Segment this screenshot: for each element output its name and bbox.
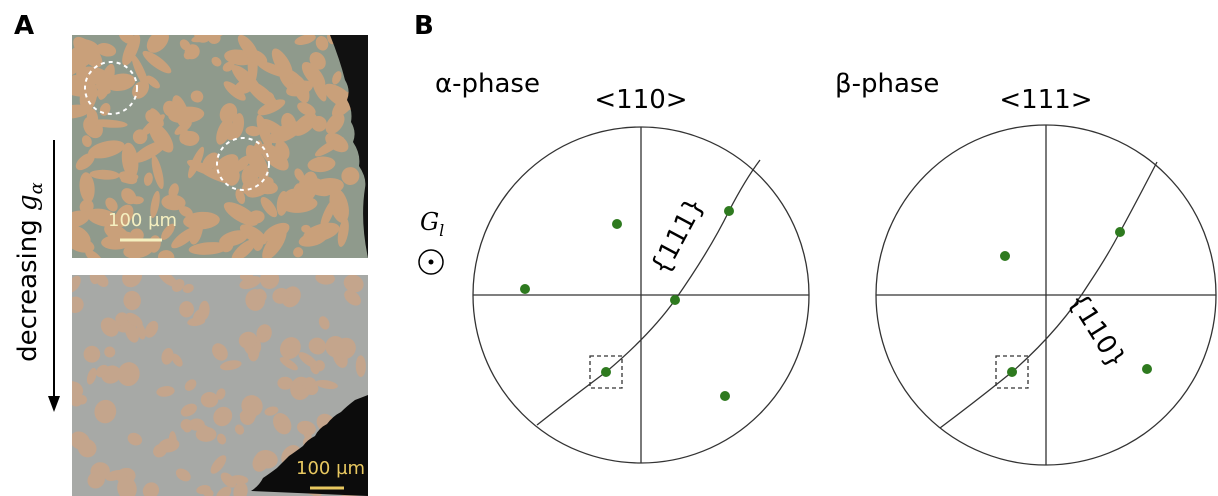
out-of-plane-dot: [429, 260, 434, 265]
arrowhead: [48, 396, 60, 412]
axis-label: <110>: [594, 85, 687, 115]
phase-label: β-phase: [835, 69, 939, 99]
phase-label: α-phase: [435, 69, 540, 99]
side-label: decreasing gα: [13, 182, 47, 362]
side-label-subscript: α: [26, 182, 47, 194]
pole-figure-alpha: [473, 127, 809, 463]
axis-label: <111>: [999, 85, 1092, 115]
side-label-symbol: g: [13, 194, 43, 211]
gradient-label: Gl: [420, 208, 444, 240]
scale-bar-label: 100 µm: [108, 210, 177, 231]
plane-label: {110}: [1062, 288, 1131, 374]
side-label-word: decreasing: [13, 211, 43, 362]
poles-alpha: [520, 206, 734, 401]
panel-label: A: [14, 11, 34, 41]
gradient-subscript: l: [439, 221, 444, 240]
gradient-symbol: G: [420, 208, 439, 236]
side-label-text: decreasing gα: [13, 182, 47, 362]
lamella: [179, 301, 194, 317]
pole-figure-beta: [876, 125, 1216, 465]
micrograph-bottom: 100 µm: [60, 263, 368, 496]
plane-label: {111}: [645, 193, 710, 280]
lamella: [245, 289, 265, 311]
panel-label: B: [414, 11, 434, 41]
micrograph-top: 100 µm: [55, 25, 368, 267]
figure: A B 100 µm 100 µm decreasing gα Gl α-: [0, 0, 1218, 496]
scale-bar-label: 100 µm: [296, 458, 365, 479]
